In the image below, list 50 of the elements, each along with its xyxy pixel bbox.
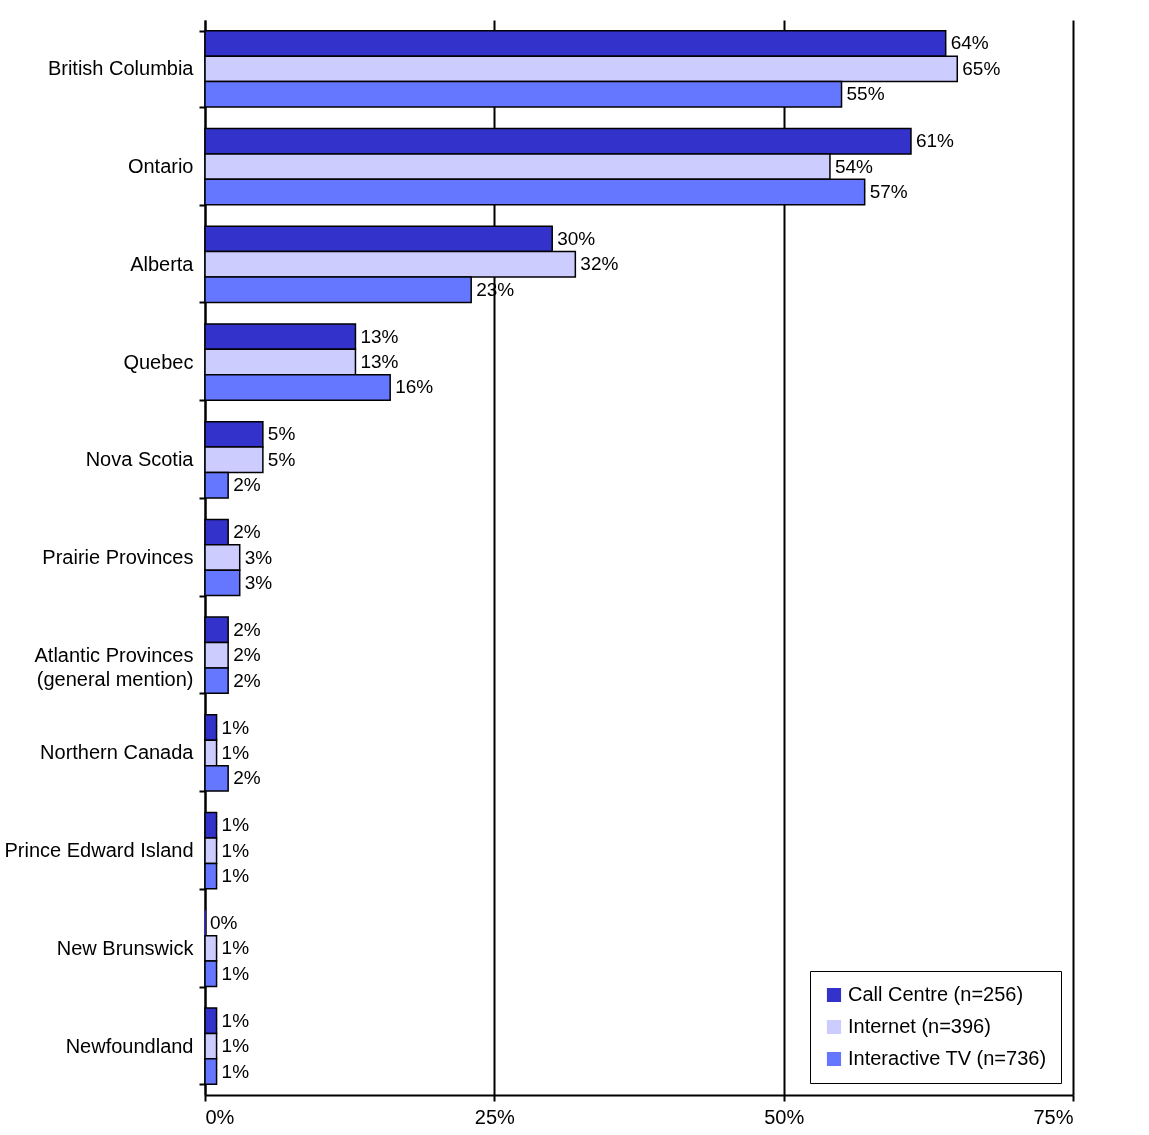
data-label: 3% bbox=[244, 546, 273, 568]
data-label: 1% bbox=[221, 1060, 250, 1082]
data-label: 16% bbox=[395, 376, 434, 398]
y-tick-label: Newfoundland bbox=[65, 1034, 194, 1057]
data-label: 0% bbox=[210, 912, 238, 933]
data-label: 1% bbox=[221, 716, 250, 738]
data-label: 2% bbox=[233, 618, 261, 640]
data-label: 1% bbox=[221, 937, 250, 959]
data-label: 65% bbox=[962, 57, 1001, 79]
data-label: 61% bbox=[915, 130, 955, 152]
x-tick-label: 25% bbox=[474, 1105, 516, 1128]
data-label: 5% bbox=[267, 448, 296, 470]
y-tick-label: Atlantic Provinces (general mention) bbox=[34, 643, 194, 690]
data-label: 5% bbox=[267, 423, 296, 445]
data-label: 1% bbox=[221, 962, 250, 984]
data-label: 3% bbox=[244, 571, 273, 593]
legend-label: Internet (n=396) bbox=[848, 1015, 991, 1037]
data-label: 2% bbox=[233, 474, 261, 496]
x-tick-label: 0% bbox=[205, 1105, 235, 1128]
y-tick-label: Prairie Provinces bbox=[42, 546, 194, 568]
data-label: 32% bbox=[580, 253, 619, 275]
x-tick-label: 50% bbox=[764, 1105, 805, 1128]
y-tick-label: Quebec bbox=[123, 350, 194, 373]
data-label: 1% bbox=[221, 814, 250, 836]
data-label: 13% bbox=[360, 325, 399, 347]
data-label: 1% bbox=[221, 1035, 250, 1057]
data-label: 55% bbox=[846, 83, 885, 105]
data-label: 57% bbox=[869, 181, 908, 202]
data-label: 1% bbox=[221, 839, 250, 861]
y-tick-label: Northern Canada bbox=[40, 741, 195, 764]
y-tick-label: British Columbia bbox=[47, 57, 195, 80]
y-tick-label: Alberta bbox=[130, 252, 195, 275]
data-label: 30% bbox=[557, 227, 596, 249]
data-label: 54% bbox=[834, 155, 874, 177]
data-label: 2% bbox=[233, 521, 261, 543]
legend-label: Call Centre (n=256) bbox=[848, 983, 1024, 1005]
y-tick-label: Prince Edward Island bbox=[4, 839, 194, 862]
y-tick-label: Ontario bbox=[127, 155, 194, 178]
data-label: 1% bbox=[221, 865, 250, 887]
data-label: 2% bbox=[233, 669, 261, 691]
data-label: 1% bbox=[221, 1009, 250, 1031]
legend-label: Interactive TV (n=736) bbox=[848, 1047, 1047, 1069]
data-label: 64% bbox=[950, 32, 989, 54]
y-tick-label: Nova Scotia bbox=[85, 448, 195, 471]
data-label: 2% bbox=[233, 644, 261, 666]
y-tick-label: New Brunswick bbox=[56, 936, 195, 959]
data-label: 1% bbox=[221, 741, 250, 763]
data-label: 13% bbox=[360, 351, 399, 373]
data-label: 2% bbox=[233, 767, 261, 789]
x-tick-label: 75% bbox=[1033, 1105, 1074, 1128]
